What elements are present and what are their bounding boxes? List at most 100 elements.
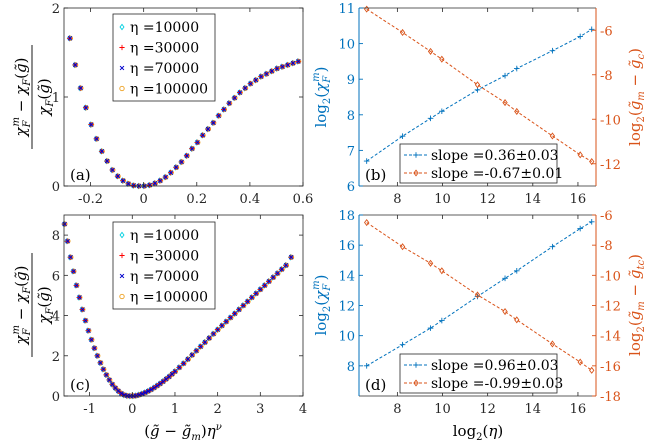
data-point [92,345,97,351]
data-point-left [502,275,508,282]
panel-c: -1 0 1 2 3 4 0 2 4 6 8 (c) η =10000 η =30000 η =7000… [11,214,307,443]
data-point [65,238,70,244]
x-tick-label: 16 [570,402,587,417]
data-point [200,132,206,138]
legend-entry-label: slope =0.96±0.03 [431,358,559,374]
data-point [245,299,250,304]
x-tick-label: 0.4 [240,192,261,207]
data-point-right [502,99,508,107]
data-point [262,283,268,288]
panel-c-axes-box [63,214,304,397]
x-tick-label: 1 [171,402,179,417]
y-tick-label-left: 11 [338,2,355,17]
data-point-left [399,341,406,348]
y-tick-label-left: 7 [347,144,355,159]
data-point [94,136,99,142]
panel-a-marks [66,34,302,190]
data-point [77,295,82,300]
y-tick-label-right: -8 [600,69,613,84]
y-tick-label-right: -18 [600,390,621,405]
data-point [110,167,115,173]
data-point [219,323,225,328]
data-point-right [589,366,595,374]
data-point [173,165,179,170]
data-point-left [513,65,520,72]
data-point-left [363,158,370,164]
y-tick-label-right: -8 [600,239,613,254]
data-point-left [549,47,556,54]
x-tick-label: 0.6 [293,192,314,207]
data-point-right [427,259,434,267]
panel-c-ylabel: χFm − χF(g̃) χF(g̃) [11,253,56,357]
data-point [232,311,238,316]
ylabel-numerator: χFm − χF(g̃) [11,265,33,345]
data-point [86,328,91,333]
x-tick-label: 10 [434,402,451,417]
y-tick-label-right: -6 [600,24,613,39]
data-point [228,315,233,320]
legend-marker-diamond [413,169,419,177]
x-tick-label: 8 [393,402,401,417]
data-point [172,369,178,374]
x-tick-label: 8 [393,192,401,207]
legend-marker-circle [119,293,125,300]
legend-entry-label: η =30000 [130,249,199,265]
data-point-right [474,81,481,89]
data-point [280,64,285,70]
data-point [154,383,160,389]
data-point [89,337,94,342]
data-point-left [588,218,595,225]
data-point [110,382,115,387]
data-point-right [399,243,406,251]
data-point [253,77,259,83]
y-tick-label: 2 [52,2,60,17]
panel-b: 8 10 12 14 16 6 7 8 9 10 11 -12 -10 -8 -6 (b) slope =0… [311,2,647,207]
data-point [71,269,76,274]
data-point [242,85,248,91]
y-tick-label-left: 16 [338,239,355,254]
data-point [83,105,89,110]
legend-entry-label: slope =0.36±0.03 [431,148,559,164]
x-tick-label: 4 [299,402,307,417]
x-tick-label: 2 [214,402,222,417]
panel-d-legend: slope =0.96±0.03 slope =-0.99±0.03 [399,353,563,394]
data-point [80,307,85,312]
data-point [211,120,216,126]
data-point-left [588,26,595,33]
panel-a-ylabel: χFm − χF(g̃) χF(g̃) [11,45,56,149]
data-point [198,344,204,349]
data-point-right [577,151,583,159]
y-tick-label: 6 [52,269,60,284]
legend-marker-diamond [119,231,125,239]
data-point-right [439,267,445,275]
data-point [290,60,296,66]
x-tick-label: 0 [140,192,148,207]
data-point [227,100,232,106]
panel-d-marks [363,218,595,374]
data-point [253,291,259,296]
data-point [236,307,242,312]
y-tick-label: 0 [52,180,60,195]
data-point [189,352,195,358]
legend-marker-plus [119,252,125,259]
panel-c-xlabel: (g̃ − g̃m)ην [144,422,222,443]
ylabel-denominator: χF(g̃) [35,78,56,116]
data-point [241,303,246,308]
data-point [285,62,291,68]
data-point [78,85,83,91]
data-point [237,90,243,95]
legend-box [112,221,216,310]
legend-entry-label: slope =-0.99±0.03 [431,376,563,392]
legend-box [399,353,558,394]
y-tick-label-left: 8 [347,109,355,124]
panel-a-label: (a) [70,166,91,184]
data-point [185,356,191,362]
data-point [168,170,174,175]
data-point [101,366,106,372]
legend-entry-label: slope =-0.67±0.01 [431,166,563,182]
data-point [107,377,112,383]
data-point [179,159,184,165]
data-point [115,173,121,179]
data-point [147,182,152,188]
